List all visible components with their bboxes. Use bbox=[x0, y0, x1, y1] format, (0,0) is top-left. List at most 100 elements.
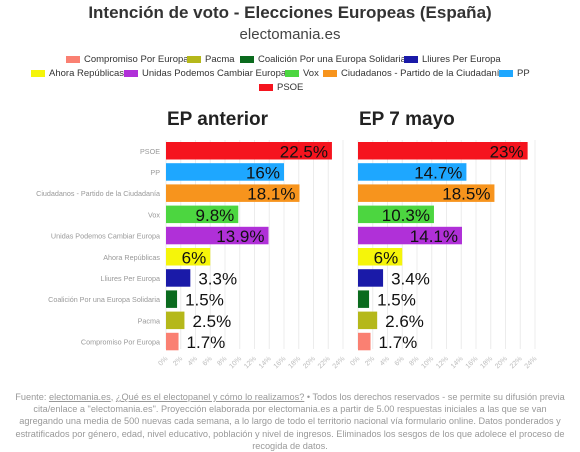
bar bbox=[358, 184, 495, 202]
category-label: Pacma bbox=[138, 316, 160, 325]
legend-label: Vox bbox=[303, 68, 319, 79]
x-tick-label: 22% bbox=[317, 355, 332, 370]
x-tick-label: 4% bbox=[187, 355, 199, 367]
x-tick-label: 6% bbox=[394, 355, 406, 367]
bar bbox=[358, 290, 370, 308]
footer-sep: , bbox=[110, 392, 116, 402]
bar bbox=[358, 248, 403, 266]
data-label: 6% bbox=[374, 248, 399, 267]
legend-label: Coalición Por una Europa Solidaria bbox=[258, 54, 406, 65]
x-tick-label: 12% bbox=[243, 355, 258, 370]
data-label: 14.7% bbox=[414, 163, 462, 182]
data-label: 23% bbox=[490, 142, 524, 161]
legend-label: Lliures Per Europa bbox=[422, 54, 501, 65]
category-label: PP bbox=[150, 168, 160, 177]
x-tick-label: 24% bbox=[332, 355, 347, 370]
category-label: Vox bbox=[148, 210, 160, 219]
legend-label: Unidas Podemos Cambiar Europa bbox=[142, 68, 287, 79]
bar bbox=[358, 163, 467, 181]
legend-swatch bbox=[285, 70, 299, 77]
x-tick-label: 4% bbox=[379, 355, 391, 367]
bar bbox=[358, 142, 528, 160]
data-label: 18.5% bbox=[442, 185, 490, 204]
data-label: 1.7% bbox=[379, 333, 418, 352]
x-tick-label: 2% bbox=[364, 355, 376, 367]
x-tick-label: 10% bbox=[420, 355, 435, 370]
data-label: 18.1% bbox=[247, 185, 295, 204]
legend-swatch bbox=[499, 70, 513, 77]
legend-label: Pacma bbox=[205, 54, 235, 65]
legend-swatch bbox=[240, 56, 254, 63]
category-label: Unidas Podemos Cambiar Europa bbox=[51, 232, 160, 241]
x-tick-label: 6% bbox=[202, 355, 214, 367]
bar bbox=[166, 184, 300, 202]
legend-label: PP bbox=[517, 68, 530, 79]
data-label: 22.5% bbox=[280, 142, 328, 161]
category-label: Ahora Repúblicas bbox=[103, 253, 160, 262]
bar bbox=[166, 332, 179, 351]
legend-swatch bbox=[66, 56, 80, 63]
x-tick-label: 20% bbox=[494, 355, 509, 370]
data-label: 14.1% bbox=[410, 227, 458, 246]
chart-subtitle: electomania.es bbox=[239, 26, 341, 43]
x-tick-label: 8% bbox=[408, 355, 420, 367]
legend-label: Ahora Repúblicas bbox=[49, 68, 124, 79]
x-tick-label: 0% bbox=[157, 355, 169, 367]
category-label: Compromiso Por Europa bbox=[81, 338, 160, 347]
data-label: 6% bbox=[182, 248, 207, 267]
category-label: Ciudadanos - Partido de la Ciudadanía bbox=[36, 189, 160, 198]
category-label: Coalición Por una Europa Solidaria bbox=[48, 295, 160, 304]
legend-label: Compromiso Por Europa bbox=[84, 54, 189, 65]
x-tick-label: 16% bbox=[273, 355, 288, 370]
x-tick-label: 14% bbox=[450, 355, 465, 370]
data-label: 2.6% bbox=[385, 312, 424, 331]
bar bbox=[166, 290, 178, 308]
x-tick-label: 12% bbox=[435, 355, 450, 370]
bar bbox=[166, 142, 332, 160]
footer-link-electomania[interactable]: electomania.es bbox=[48, 392, 111, 402]
x-tick-label: 16% bbox=[465, 355, 480, 370]
footer-prefix: Fuente: bbox=[15, 392, 49, 402]
legend-label: Ciudadanos - Partido de la Ciudadanía bbox=[341, 68, 505, 79]
bar bbox=[358, 226, 462, 245]
legend-swatch bbox=[124, 70, 138, 77]
category-label: PSOE bbox=[140, 147, 160, 156]
x-tick-label: 18% bbox=[479, 355, 494, 370]
data-label: 1.7% bbox=[187, 333, 226, 352]
legend-swatch bbox=[259, 84, 273, 91]
bar bbox=[358, 332, 371, 351]
data-label: 2.5% bbox=[192, 312, 231, 331]
legend-swatch bbox=[404, 56, 418, 63]
data-label: 1.5% bbox=[185, 291, 224, 310]
category-label: Lliures Per Europa bbox=[100, 274, 160, 283]
bar bbox=[358, 205, 434, 224]
x-tick-label: 14% bbox=[258, 355, 273, 370]
x-tick-label: 22% bbox=[509, 355, 524, 370]
bar bbox=[166, 205, 239, 224]
panel-title: EP 7 mayo bbox=[359, 109, 455, 130]
bar bbox=[358, 269, 384, 287]
x-tick-label: 0% bbox=[349, 355, 361, 367]
data-label: 13.9% bbox=[216, 227, 264, 246]
data-label: 3.4% bbox=[391, 269, 430, 288]
legend-swatch bbox=[323, 70, 337, 77]
bar bbox=[358, 311, 378, 330]
footer-link-electopanel[interactable]: ¿Qué es el electopanel y cómo lo realiza… bbox=[115, 392, 305, 402]
panel-title: EP anterior bbox=[167, 109, 269, 130]
legend-swatch bbox=[31, 70, 45, 77]
footer-text: • Todos los derechos reservados - se per… bbox=[15, 392, 565, 451]
x-tick-label: 10% bbox=[228, 355, 243, 370]
x-tick-label: 8% bbox=[216, 355, 228, 367]
x-tick-label: 20% bbox=[302, 355, 317, 370]
data-label: 16% bbox=[246, 163, 280, 182]
data-label: 10.3% bbox=[382, 206, 430, 225]
data-label: 1.5% bbox=[377, 291, 416, 310]
legend-label: PSOE bbox=[277, 82, 304, 93]
bar bbox=[166, 248, 211, 266]
x-tick-label: 18% bbox=[287, 355, 302, 370]
chart-title: Intención de voto - Elecciones Europeas … bbox=[88, 3, 492, 22]
data-label: 9.8% bbox=[196, 206, 235, 225]
footer-note: Fuente: electomania.es, ¿Qué es el elect… bbox=[14, 391, 566, 452]
x-tick-label: 2% bbox=[172, 355, 184, 367]
